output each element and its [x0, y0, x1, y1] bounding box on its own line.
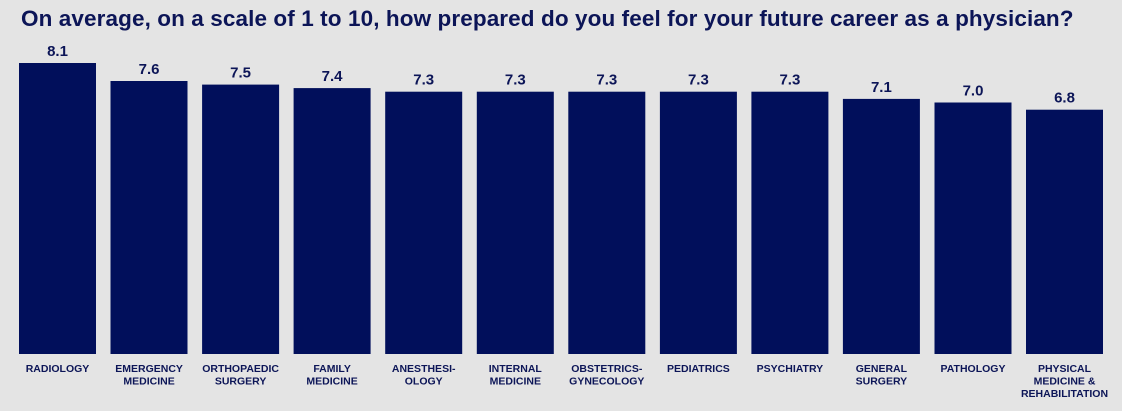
- bar-group: 6.8 PHYSICAL MEDICINE & REHABILITATION: [1021, 90, 1108, 400]
- data-label: 7.0: [963, 83, 984, 100]
- category-label: EMERGENCY MEDICINE: [115, 363, 183, 388]
- bar: [476, 91, 554, 354]
- data-label: 7.5: [230, 65, 251, 82]
- bar: [751, 91, 829, 354]
- bar: [19, 63, 96, 354]
- data-label: 7.1: [871, 79, 892, 96]
- category-label-line: PHYSICAL: [1038, 363, 1092, 375]
- bar: [659, 91, 737, 354]
- bar-group: 7.3 PSYCHIATRY: [751, 72, 829, 375]
- category-label-line: SURGERY: [215, 376, 267, 388]
- category-label-line: ANESTHESI-: [392, 363, 456, 375]
- bar: [934, 102, 1012, 354]
- bar-group: 7.6 EMERGENCY MEDICINE: [110, 61, 188, 388]
- data-label: 7.4: [322, 68, 344, 85]
- category-label: PSYCHIATRY: [757, 363, 824, 375]
- bar: [1026, 109, 1103, 354]
- bar-group: 7.0 PATHOLOGY: [934, 83, 1012, 375]
- category-label-line: PEDIATRICS: [667, 363, 730, 375]
- category-label: INTERNAL MEDICINE: [489, 363, 543, 388]
- category-label: PATHOLOGY: [941, 363, 1006, 375]
- category-label: FAMILY MEDICINE: [306, 363, 357, 388]
- bar-group: 7.3 INTERNAL MEDICINE: [476, 72, 554, 388]
- data-label: 7.3: [413, 72, 434, 89]
- category-label-line: PSYCHIATRY: [757, 363, 824, 375]
- category-label-line: MEDICINE: [123, 376, 174, 388]
- data-label: 6.8: [1054, 90, 1075, 107]
- category-label: ORTHOPAEDIC SURGERY: [202, 363, 279, 388]
- category-label-line: FAMILY: [313, 363, 351, 375]
- bar: [293, 88, 371, 354]
- category-label-line: GENERAL: [856, 363, 908, 375]
- category-label-line: RADIOLOGY: [26, 363, 90, 375]
- category-label: PEDIATRICS: [667, 363, 730, 375]
- category-label: RADIOLOGY: [26, 363, 90, 375]
- category-label-line: INTERNAL: [489, 363, 543, 375]
- data-label: 7.3: [596, 72, 617, 89]
- category-label-line: OLOGY: [405, 376, 443, 388]
- bar-group: 7.5 ORTHOPAEDIC SURGERY: [202, 65, 279, 388]
- category-label-line: GYNECOLOGY: [569, 376, 644, 388]
- bar-group: 7.1 GENERAL SURGERY: [842, 79, 920, 388]
- category-label-line: SURGERY: [856, 376, 908, 388]
- bar: [842, 98, 920, 355]
- bar: [202, 84, 280, 354]
- category-label: OBSTETRICS-GYNECOLOGY: [569, 363, 644, 388]
- bar-group: 7.3 OBSTETRICS-GYNECOLOGY: [568, 72, 646, 388]
- data-label: 7.3: [505, 72, 526, 89]
- bar-group: 8.1 RADIOLOGY: [19, 43, 96, 375]
- data-label: 7.6: [139, 61, 160, 78]
- data-label: 7.3: [779, 72, 800, 89]
- bar: [568, 91, 646, 354]
- category-label-line: MEDICINE: [490, 376, 541, 388]
- data-label: 8.1: [47, 43, 68, 60]
- bar-group: 7.3 PEDIATRICS: [659, 72, 737, 375]
- category-label-line: ORTHOPAEDIC: [202, 363, 279, 375]
- category-label: ANESTHESI-OLOGY: [392, 363, 456, 388]
- category-label-line: OBSTETRICS-: [571, 363, 643, 375]
- category-label-line: REHABILITATION: [1021, 388, 1108, 400]
- category-label: PHYSICAL MEDICINE & REHABILITATION: [1021, 363, 1108, 400]
- category-label-line: MEDICINE &: [1034, 376, 1096, 388]
- category-label-line: EMERGENCY: [115, 363, 183, 375]
- bar-group: 7.3 ANESTHESI-OLOGY: [385, 72, 463, 388]
- category-label: GENERAL SURGERY: [856, 363, 908, 388]
- bar-group: 7.4 FAMILY MEDICINE: [293, 68, 371, 388]
- chart-title: On average, on a scale of 1 to 10, how p…: [21, 6, 1074, 31]
- category-label-line: MEDICINE: [306, 376, 357, 388]
- category-label-line: PATHOLOGY: [941, 363, 1006, 375]
- bar: [110, 81, 188, 354]
- bar: [385, 91, 463, 354]
- data-label: 7.3: [688, 72, 709, 89]
